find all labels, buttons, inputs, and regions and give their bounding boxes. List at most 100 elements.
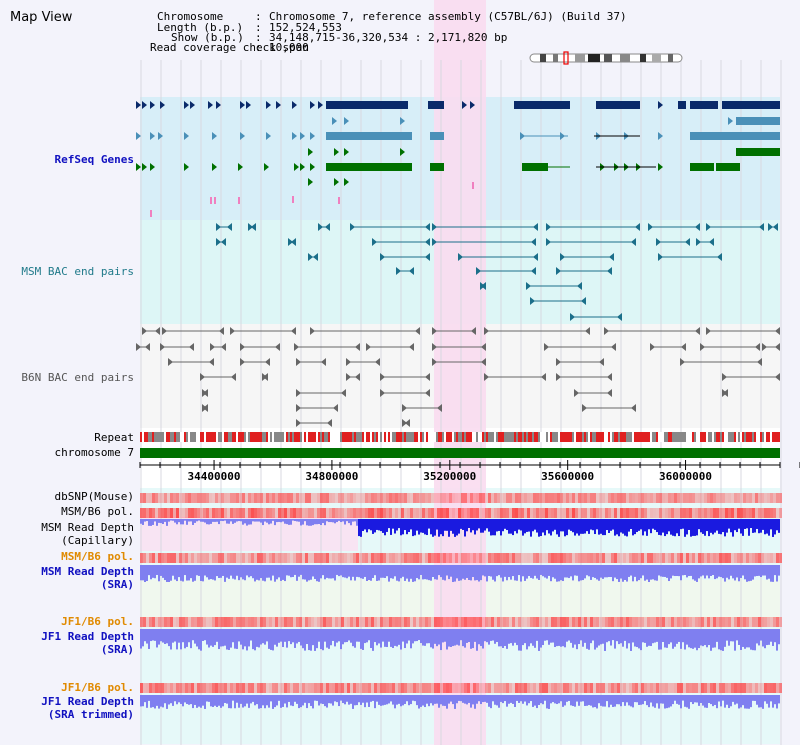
gene-arrow bbox=[332, 117, 337, 125]
depth-bar bbox=[368, 519, 370, 530]
depth-bar bbox=[710, 629, 712, 651]
repeat-element bbox=[528, 432, 530, 442]
track-label-msm-read-depth-capillary[interactable]: MSM Read Depth bbox=[41, 521, 134, 534]
track-label-dbsnp[interactable]: dbSNP(Mouse) bbox=[54, 490, 134, 503]
depth-bar bbox=[548, 565, 550, 576]
polymorphism-cell bbox=[563, 617, 566, 627]
polymorphism-cell bbox=[152, 493, 155, 503]
polymorphism-cell bbox=[497, 493, 500, 503]
track-label-jf1-b6-pol[interactable]: JF1/B6 pol. bbox=[61, 615, 134, 628]
polymorphism-cell bbox=[452, 508, 455, 518]
repeat-element bbox=[268, 432, 270, 442]
depth-bar bbox=[290, 519, 292, 525]
polymorphism-cell bbox=[470, 553, 473, 563]
depth-bar bbox=[468, 695, 470, 703]
repeat-element bbox=[632, 432, 634, 442]
depth-bar bbox=[306, 629, 308, 644]
track-label-refseq-genes[interactable]: RefSeq Genes bbox=[54, 153, 134, 166]
depth-bar bbox=[590, 565, 592, 580]
depth-bar bbox=[680, 629, 682, 649]
repeat-element bbox=[530, 432, 532, 442]
track-label-msm-b6-pol[interactable]: MSM/B6 pol. bbox=[61, 505, 134, 518]
depth-bar bbox=[752, 519, 754, 533]
track-label-msm-bac-end-pairs[interactable]: MSM BAC end pairs bbox=[21, 265, 134, 278]
repeat-element bbox=[550, 432, 552, 442]
repeat-element bbox=[778, 432, 780, 442]
depth-bar bbox=[250, 519, 252, 525]
depth-bar bbox=[158, 695, 160, 709]
depth-bar bbox=[142, 519, 144, 525]
depth-bar bbox=[512, 629, 514, 646]
depth-bar bbox=[586, 695, 588, 706]
polymorphism-cell bbox=[473, 493, 476, 503]
polymorphism-cell bbox=[659, 553, 662, 563]
polymorphism-cell bbox=[461, 553, 464, 563]
bac-end bbox=[631, 238, 636, 246]
polymorphism-cell bbox=[392, 508, 395, 518]
polymorphism-cell bbox=[746, 508, 749, 518]
track-label-b6n-bac-end-pairs[interactable]: B6N BAC end pairs bbox=[21, 371, 134, 384]
polymorphism-cell bbox=[605, 617, 608, 627]
polymorphism-cell bbox=[317, 508, 320, 518]
polymorphism-cell bbox=[674, 508, 677, 518]
track-label-jf1-read-depth[interactable]: JF1 Read Depth bbox=[41, 630, 134, 643]
depth-bar bbox=[626, 519, 628, 537]
gene-arrow bbox=[658, 163, 663, 171]
depth-bar bbox=[734, 565, 736, 581]
polymorphism-cell bbox=[692, 683, 695, 693]
polymorphism-cell bbox=[776, 493, 779, 503]
repeat-element bbox=[238, 432, 240, 442]
depth-bar bbox=[638, 695, 640, 705]
polymorphism-cell bbox=[368, 553, 371, 563]
repeat-element bbox=[474, 432, 476, 442]
polymorphism-cell bbox=[650, 508, 653, 518]
depth-bar bbox=[414, 519, 416, 536]
polymorphism-cell bbox=[698, 493, 701, 503]
depth-bar bbox=[344, 629, 346, 643]
chromosome-key: Chromosome bbox=[157, 10, 224, 23]
repeat-element bbox=[362, 432, 364, 442]
track-label-msm-b6-pol-sra[interactable]: MSM/B6 pol. bbox=[61, 550, 134, 563]
track-label-jf1-b6-pol-trimmed[interactable]: JF1/B6 pol. bbox=[61, 681, 134, 694]
depth-bar bbox=[530, 695, 532, 702]
depth-bar bbox=[564, 519, 566, 537]
polymorphism-cell bbox=[686, 553, 689, 563]
track-label-chromosome[interactable]: chromosome 7 bbox=[54, 446, 134, 459]
polymorphism-cell bbox=[296, 683, 299, 693]
depth-bar bbox=[538, 565, 540, 580]
polymorphism-cell bbox=[470, 683, 473, 693]
track-label-msm-read-depth-sra[interactable]: MSM Read Depth bbox=[41, 565, 134, 578]
bac-end bbox=[648, 223, 653, 231]
polymorphism-cell bbox=[695, 553, 698, 563]
polymorphism-cell bbox=[311, 508, 314, 518]
bac-end bbox=[341, 389, 346, 397]
polymorphism-cell bbox=[191, 553, 194, 563]
depth-bar bbox=[598, 519, 600, 535]
depth-bar bbox=[218, 565, 220, 578]
polymorphism-cell bbox=[698, 508, 701, 518]
polymorphism-cell bbox=[458, 683, 461, 693]
polymorphism-cell bbox=[437, 617, 440, 627]
track-label-jf1-read-depth-trimmed[interactable]: JF1 Read Depth bbox=[41, 695, 134, 708]
polymorphism-cell bbox=[467, 553, 470, 563]
polymorphism-cell bbox=[518, 617, 521, 627]
depth-bar bbox=[450, 629, 452, 647]
depth-bar bbox=[632, 565, 634, 582]
depth-bar bbox=[272, 629, 274, 651]
bac-end bbox=[251, 223, 256, 231]
polymorphism-cell bbox=[698, 553, 701, 563]
track-label-repeat[interactable]: Repeat bbox=[94, 431, 134, 444]
polymorphism-cell bbox=[413, 493, 416, 503]
polymorphism-cell bbox=[302, 683, 305, 693]
depth-bar bbox=[372, 519, 374, 534]
repeat-element bbox=[622, 432, 624, 442]
depth-bar bbox=[540, 695, 542, 704]
depth-bar bbox=[510, 695, 512, 703]
depth-bar bbox=[706, 695, 708, 708]
depth-bar bbox=[326, 519, 328, 522]
depth-bar bbox=[166, 695, 168, 709]
polymorphism-cell bbox=[179, 493, 182, 503]
depth-bar bbox=[376, 519, 378, 530]
depth-bar bbox=[304, 565, 306, 580]
repeat-element bbox=[438, 432, 440, 442]
